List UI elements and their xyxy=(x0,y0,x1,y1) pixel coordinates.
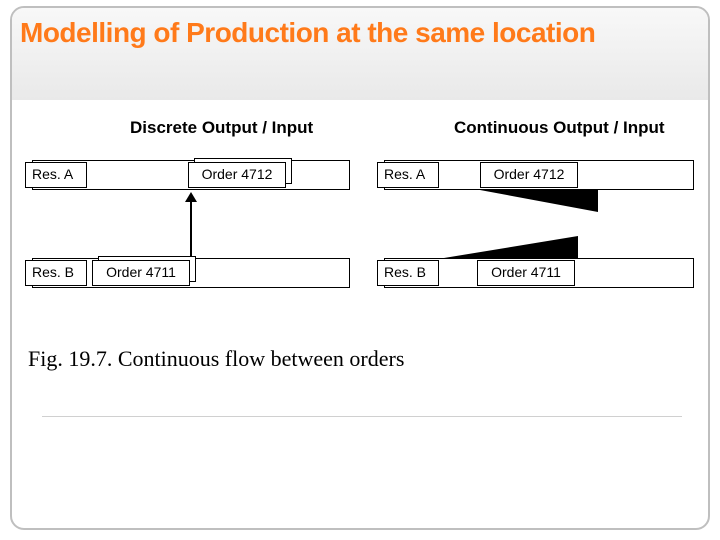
label-res-a-left: Res. A xyxy=(25,162,87,188)
label-res-b-right: Res. B xyxy=(377,260,439,286)
heading-discrete: Discrete Output / Input xyxy=(130,118,313,138)
page-title: Modelling of Production at the same loca… xyxy=(20,18,595,47)
order-4711-right: Order 4711 xyxy=(477,260,575,286)
arrow-head-icon xyxy=(185,192,197,202)
arrow-shaft xyxy=(190,200,192,256)
flow-wedge-lower xyxy=(444,232,578,258)
slide-frame: Modelling of Production at the same loca… xyxy=(10,6,710,530)
order-4711-left: Order 4711 xyxy=(92,260,190,286)
label-res-a-right: Res. A xyxy=(377,162,439,188)
order-4712-left: Order 4712 xyxy=(188,162,286,188)
flow-wedge-upper xyxy=(480,190,598,218)
figure-caption: Fig. 19.7. Continuous flow between order… xyxy=(28,346,404,372)
heading-continuous: Continuous Output / Input xyxy=(454,118,665,138)
label-res-b-left: Res. B xyxy=(25,260,87,286)
order-4712-right: Order 4712 xyxy=(480,162,578,188)
divider xyxy=(42,416,682,417)
